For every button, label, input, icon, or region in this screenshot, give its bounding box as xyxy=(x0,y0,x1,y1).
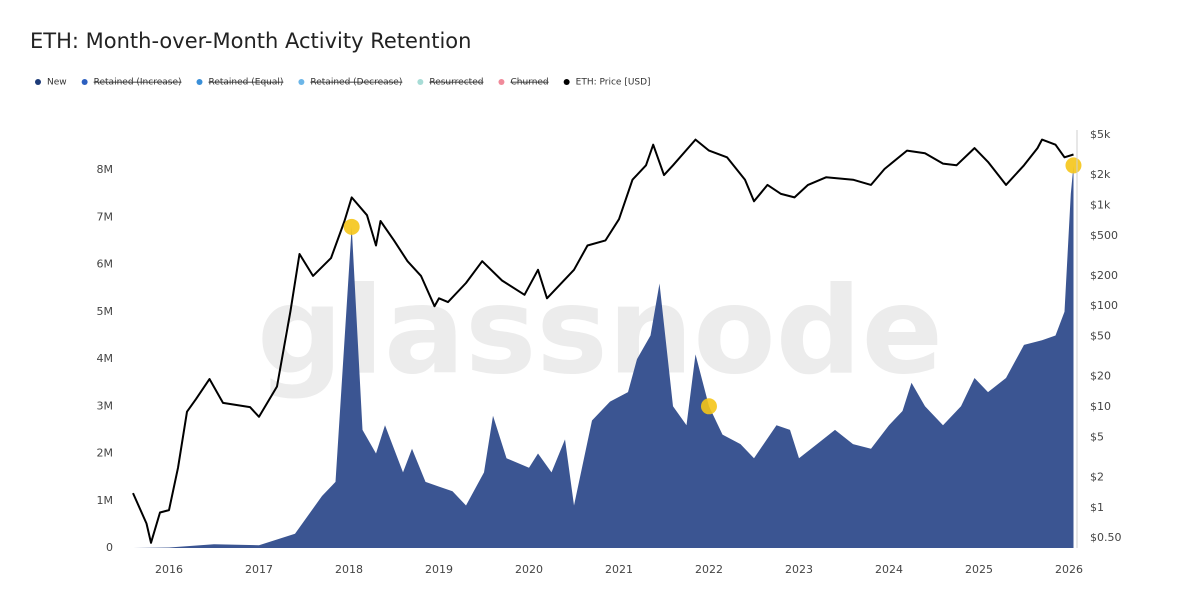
legend-label: New xyxy=(47,78,67,88)
y-tick-label: 7M xyxy=(97,210,114,223)
x-tick-label: 2019 xyxy=(425,563,453,576)
y2-tick-label: $20 xyxy=(1090,370,1111,383)
chart-title: ETH: Month-over-Month Activity Retention xyxy=(30,29,471,53)
watermark: glassnode xyxy=(257,263,943,402)
y-tick-label: 3M xyxy=(97,399,114,412)
y-tick-label: 4M xyxy=(97,352,114,365)
x-tick-label: 2025 xyxy=(965,563,993,576)
price-line xyxy=(132,138,1074,544)
legend-label: Retained (Equal) xyxy=(209,78,284,88)
x-tick-label: 2024 xyxy=(875,563,903,576)
plot: 0 1M 2M 3M 4M 5M 6M 7M 8M $0.50 $1 $2 $5 $10 $20 $50 $10… xyxy=(97,128,1122,576)
y2-tick-label: $5 xyxy=(1090,430,1104,443)
highlight-dot xyxy=(700,398,717,415)
legend-label: Retained (Decrease) xyxy=(310,78,402,88)
y-tick-label: 0 xyxy=(106,541,113,554)
legend-swatch xyxy=(196,79,203,85)
x-tick-label: 2018 xyxy=(335,563,363,576)
legend-swatch xyxy=(81,79,88,85)
y2-tick-label: $2 xyxy=(1090,471,1104,484)
y2-tick-label: $500 xyxy=(1090,229,1118,242)
y2-tick-label: $50 xyxy=(1090,330,1111,343)
y-tick-label: 1M xyxy=(97,494,114,507)
legend-swatch xyxy=(35,79,41,85)
y2-tick-label: $2k xyxy=(1090,168,1111,181)
y-tick-label: 6M xyxy=(97,258,114,271)
x-tick-label: 2023 xyxy=(785,563,813,576)
y2-tick-label: $1k xyxy=(1090,198,1111,211)
y-tick-label: 2M xyxy=(97,447,114,460)
x-tick-label: 2022 xyxy=(695,563,723,576)
legend-label: ETH: Price [USD] xyxy=(576,78,651,88)
x-tick-label: 2020 xyxy=(515,563,543,576)
x-tick-label: 2021 xyxy=(605,563,633,576)
y2-tick-label: $10 xyxy=(1090,400,1111,413)
y-tick-label: 5M xyxy=(97,305,114,318)
x-tick-label: 2026 xyxy=(1055,563,1083,576)
y2-tick-label: $100 xyxy=(1090,299,1118,312)
legend-swatch xyxy=(498,79,505,85)
legend-swatch xyxy=(417,79,424,85)
legend-swatch xyxy=(298,79,305,85)
highlight-dot xyxy=(343,218,360,235)
x-tick-label: 2017 xyxy=(245,563,273,576)
legend-label: Retained (Increase) xyxy=(94,78,182,88)
highlight-dot xyxy=(1065,157,1082,174)
y2-tick-label: $200 xyxy=(1090,269,1118,282)
legend-label: Churned xyxy=(510,78,548,88)
y-tick-label: 8M xyxy=(97,163,114,176)
y2-tick-label: $5k xyxy=(1090,128,1111,141)
y2-tick-label: $1 xyxy=(1090,501,1104,514)
legend-swatch xyxy=(563,79,570,85)
legend: New Retained (Increase) Retained (Equal) Re… xyxy=(35,78,651,88)
y2-tick-label: $0.50 xyxy=(1090,531,1122,544)
area xyxy=(133,165,1074,548)
x-tick-label: 2016 xyxy=(155,563,183,576)
legend-label: Resurrected xyxy=(429,78,483,88)
